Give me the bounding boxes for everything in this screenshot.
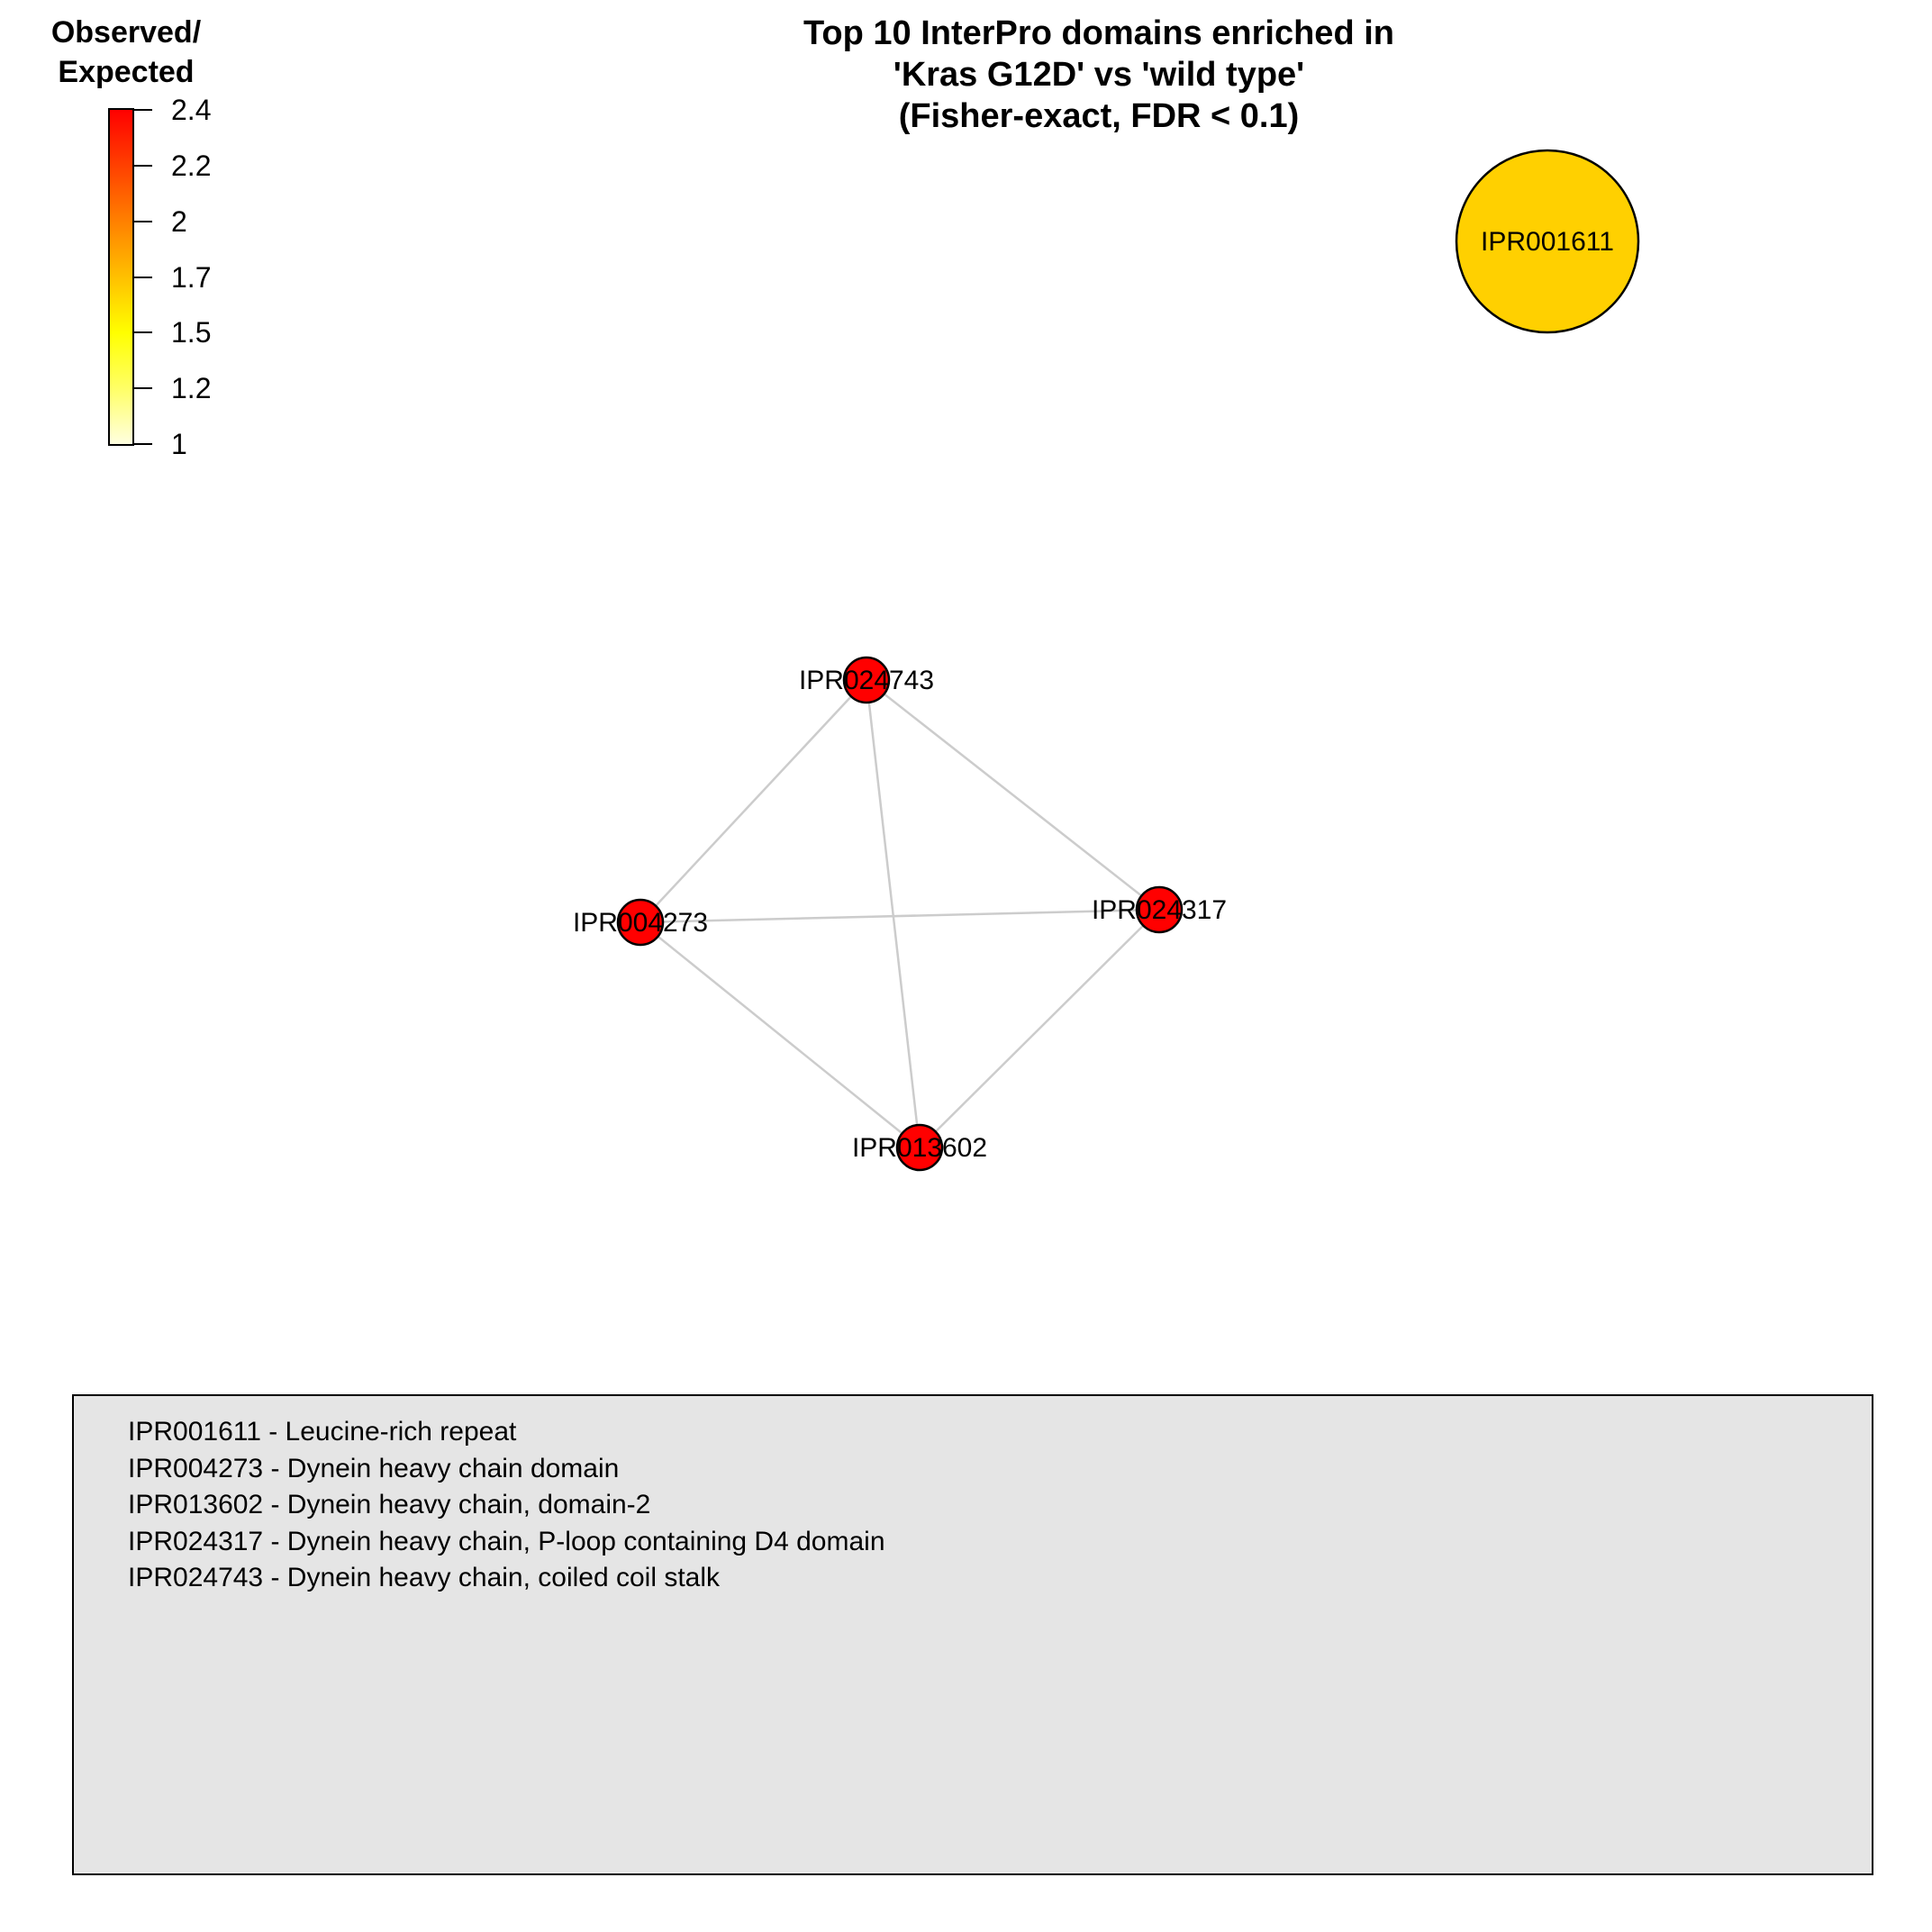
colorbar-tick-label: 1 <box>171 428 187 460</box>
node-circle <box>895 1123 944 1172</box>
domain-description-box: IPR001611 - Leucine-rich repeat IPR004273… <box>72 1394 1873 1875</box>
node-label: IPR004273 <box>573 908 708 938</box>
colorbar-tick-label: 2.2 <box>171 149 212 182</box>
title-line-3: (Fisher-exact, FDR < 0.1) <box>898 97 1300 135</box>
colorbar-tick <box>134 276 152 278</box>
colorbar-title: Observed/ Expected <box>27 13 225 92</box>
node-IPR001611: IPR001611 <box>1455 149 1640 334</box>
node-circle <box>842 656 891 704</box>
domain-description-list: IPR001611 - Leucine-rich repeat IPR004273… <box>128 1414 885 1597</box>
edges-layer <box>639 679 1160 1148</box>
domain-description-item: IPR004273 - Dynein heavy chain domain <box>128 1453 620 1483</box>
colorbar-tick <box>134 443 152 445</box>
node-label: IPR001611 <box>1481 227 1614 257</box>
colorbar-ticks: 2.4 2.2 2 1.7 1.5 1.2 1 <box>0 0 360 468</box>
edge-IPR024317-IPR013602 <box>919 909 1160 1148</box>
domain-description-item: IPR013602 - Dynein heavy chain, domain-2 <box>128 1490 651 1519</box>
edge-IPR004273-IPR013602 <box>639 921 921 1148</box>
colorbar-tick-label: 2 <box>171 204 187 238</box>
colorbar-tick <box>134 109 152 111</box>
colorbar-gradient <box>108 108 134 446</box>
title-line-1: Top 10 InterPro domains enriched in <box>803 14 1394 52</box>
figure-title: Top 10 InterPro domains enriched in 'Kra… <box>649 13 1549 137</box>
colorbar-tick-label: 1.5 <box>171 316 212 349</box>
colorbar-tick <box>134 164 152 167</box>
node-circle <box>616 898 665 947</box>
node-IPR024743: IPR024743 <box>799 656 934 704</box>
edge-IPR024743-IPR004273 <box>639 679 867 923</box>
domain-description-item: IPR024743 - Dynein heavy chain, coiled c… <box>128 1563 721 1592</box>
node-IPR004273: IPR004273 <box>573 898 708 947</box>
node-label: IPR024743 <box>799 666 934 695</box>
colorbar-tick <box>134 220 152 222</box>
node-label: IPR024317 <box>1092 895 1227 925</box>
domain-description-item: IPR001611 - Leucine-rich repeat <box>128 1417 517 1447</box>
network-canvas: IPR001611 IPR024743 IPR004273 IPR024317 IPR0… <box>573 149 1640 1172</box>
edge-IPR024743-IPR024317 <box>866 679 1160 911</box>
node-circle <box>1455 149 1640 334</box>
node-IPR013602: IPR013602 <box>852 1123 987 1172</box>
edge-IPR024743-IPR013602 <box>865 679 921 1148</box>
colorbar-tick <box>134 331 152 334</box>
colorbar-title-line-1: Observed/ <box>50 15 202 50</box>
domain-network: IPR001611 IPR024743 IPR004273 IPR024317 IPR0… <box>573 149 1640 1172</box>
title-line-2: 'Kras G12D' vs 'wild type' <box>893 56 1305 94</box>
node-circle <box>1135 885 1184 934</box>
colorbar-tick-label: 2.4 <box>171 94 212 126</box>
edge-IPR004273-IPR024317 <box>639 908 1160 924</box>
nodes-layer: IPR001611 IPR024743 IPR004273 IPR024317 IPR0… <box>573 149 1640 1172</box>
domain-description-item: IPR024317 - Dynein heavy chain, P-loop c… <box>128 1526 885 1556</box>
colorbar-tick-label: 1.2 <box>171 372 212 405</box>
node-label: IPR013602 <box>852 1133 987 1163</box>
colorbar-tick <box>134 387 152 390</box>
node-IPR024317: IPR024317 <box>1092 885 1227 934</box>
colorbar-title-line-2: Expected <box>58 55 195 89</box>
colorbar-tick-label: 1.7 <box>171 260 212 294</box>
